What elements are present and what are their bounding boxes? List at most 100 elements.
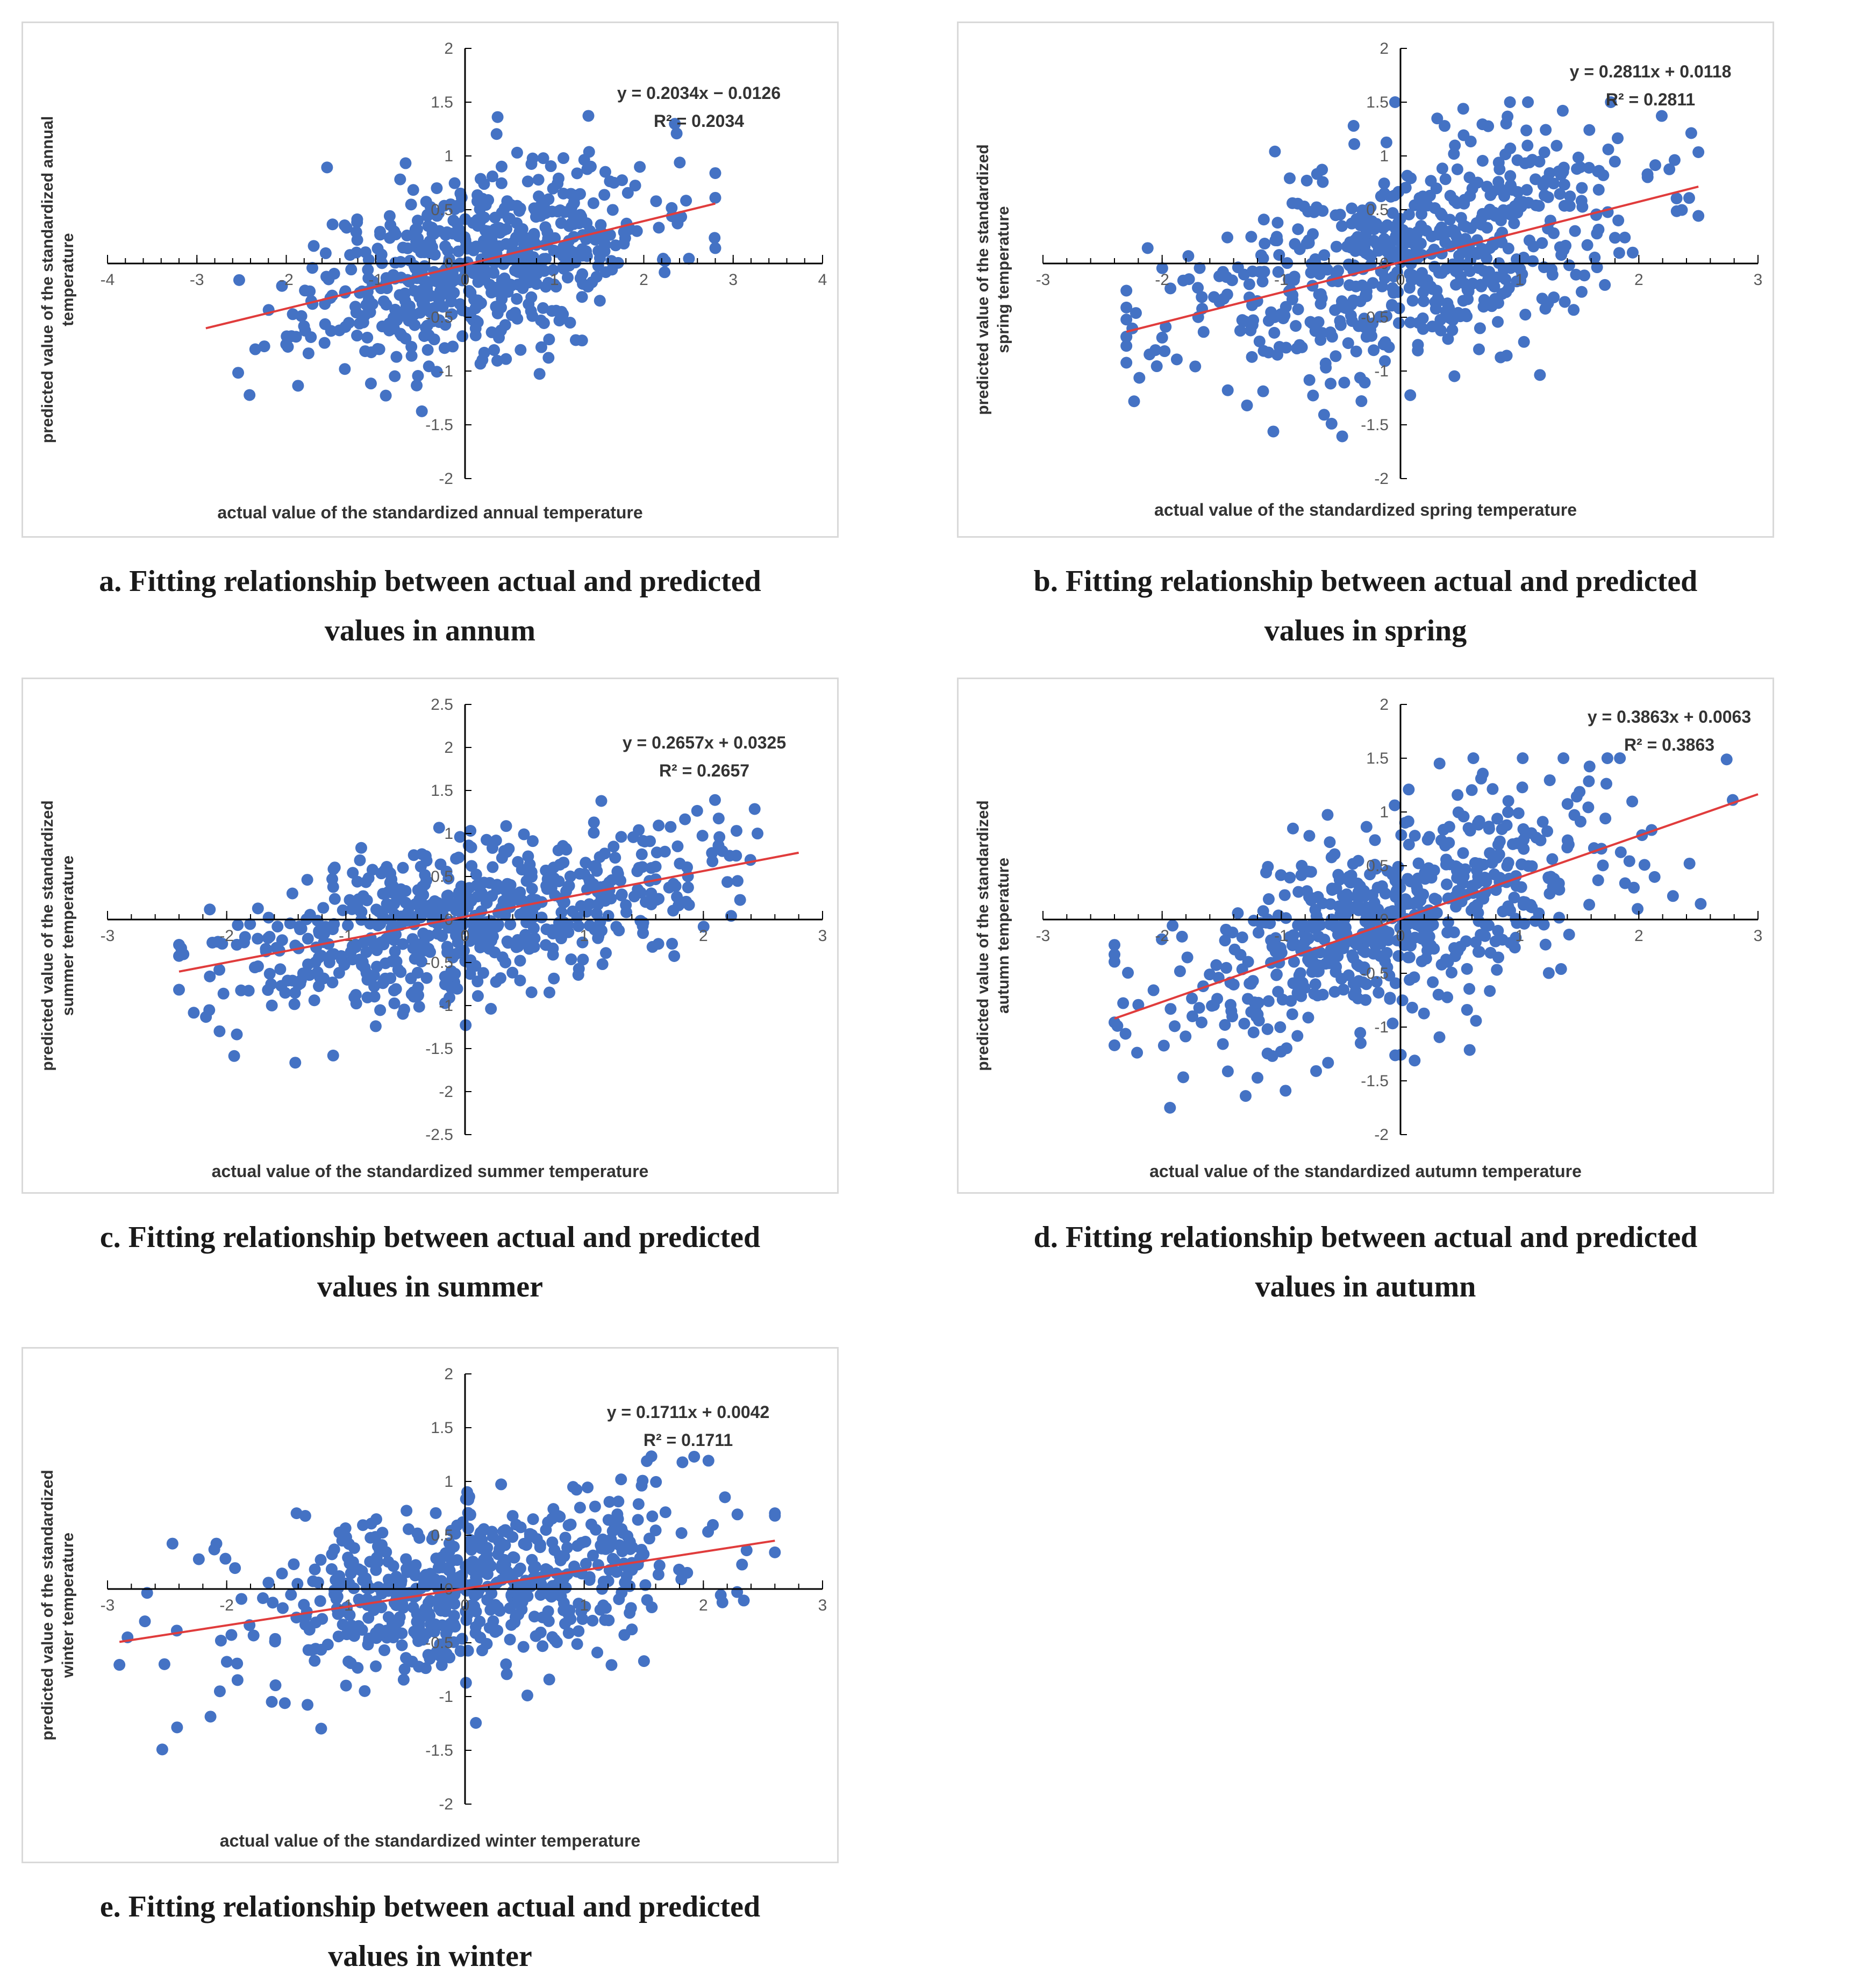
data-point <box>328 948 340 960</box>
data-point <box>1335 295 1348 308</box>
data-point <box>523 943 535 955</box>
data-point <box>1500 117 1512 130</box>
data-point <box>1271 217 1284 229</box>
data-point <box>1236 931 1248 944</box>
data-point <box>1386 909 1398 922</box>
data-point <box>589 1500 601 1513</box>
data-point <box>265 978 277 991</box>
data-point <box>231 1028 243 1041</box>
data-point <box>407 1601 419 1614</box>
data-point <box>1563 259 1575 272</box>
data-point <box>1430 303 1442 315</box>
x-tick-label: 2 <box>1634 927 1643 945</box>
data-point <box>474 297 486 310</box>
data-point <box>445 981 457 994</box>
data-point <box>1387 235 1399 247</box>
data-point <box>1534 369 1546 381</box>
data-point <box>1325 417 1338 430</box>
data-point <box>646 1510 659 1522</box>
data-point <box>355 842 367 854</box>
data-point <box>1564 190 1576 203</box>
x-tick-label: -3 <box>1036 271 1050 289</box>
data-point <box>1347 858 1359 870</box>
data-point <box>429 312 441 325</box>
data-point <box>1291 1030 1304 1042</box>
x-tick-label: -1 <box>1274 927 1289 945</box>
data-point <box>220 1656 233 1668</box>
data-point <box>1581 239 1593 251</box>
data-point <box>1473 818 1485 831</box>
data-point <box>1522 860 1534 872</box>
data-point <box>543 1673 555 1686</box>
data-point <box>653 222 665 234</box>
y-tick-label: 0.5 <box>1366 857 1389 875</box>
data-point <box>1541 825 1554 837</box>
data-point <box>1197 326 1210 338</box>
data-point <box>1310 259 1322 271</box>
data-point <box>1269 145 1281 158</box>
data-point <box>748 803 761 815</box>
data-point <box>232 919 244 931</box>
data-point <box>1345 870 1357 882</box>
data-point <box>1261 1048 1274 1060</box>
data-point <box>510 1519 523 1531</box>
data-point <box>1314 334 1327 346</box>
data-point <box>411 215 424 227</box>
data-point <box>448 177 461 189</box>
data-point <box>512 856 524 868</box>
data-point <box>353 1593 365 1606</box>
data-point <box>1655 110 1668 122</box>
data-point <box>506 966 519 979</box>
data-point <box>635 848 648 860</box>
data-point <box>1413 192 1426 204</box>
data-point <box>276 1602 289 1614</box>
data-point <box>1364 868 1376 881</box>
data-point <box>411 379 423 391</box>
data-point <box>470 1716 482 1729</box>
data-point <box>569 334 582 346</box>
data-point <box>1332 868 1345 881</box>
chart-frame <box>957 22 1774 538</box>
data-point <box>442 245 454 257</box>
data-point <box>345 263 358 276</box>
data-point <box>557 187 569 199</box>
data-point <box>1343 259 1356 272</box>
data-point <box>1612 214 1625 226</box>
data-point <box>537 1640 549 1652</box>
data-point <box>439 971 451 983</box>
data-point <box>384 972 397 985</box>
data-point <box>1292 223 1304 236</box>
data-point <box>1303 932 1315 945</box>
data-point <box>1575 195 1588 207</box>
data-point <box>407 942 419 954</box>
data-point <box>1692 210 1705 222</box>
x-tick-label: 0 <box>461 1597 470 1614</box>
data-point <box>549 232 561 244</box>
data-point <box>1354 1027 1367 1039</box>
data-point <box>504 1634 516 1646</box>
data-point <box>1442 333 1454 345</box>
data-point <box>1318 409 1330 421</box>
data-point <box>1613 247 1625 259</box>
y-tick-label: -2 <box>439 1795 453 1813</box>
data-point <box>1120 301 1133 313</box>
data-point <box>1150 360 1163 373</box>
data-point <box>1402 873 1414 885</box>
data-point <box>1325 377 1337 390</box>
data-point <box>309 1655 321 1667</box>
data-point <box>587 1614 599 1627</box>
y-tick-label: -1.5 <box>425 1742 453 1759</box>
data-point <box>410 1559 422 1571</box>
data-point <box>1204 968 1216 981</box>
data-point <box>1326 883 1338 896</box>
data-point <box>428 248 441 261</box>
data-point <box>495 160 508 173</box>
data-point <box>547 928 559 940</box>
data-point <box>1502 806 1514 818</box>
data-point <box>1366 889 1378 901</box>
data-point <box>429 1618 441 1630</box>
data-point <box>428 895 441 907</box>
data-point <box>1542 297 1554 310</box>
data-point <box>362 263 374 276</box>
data-point <box>440 1648 453 1660</box>
